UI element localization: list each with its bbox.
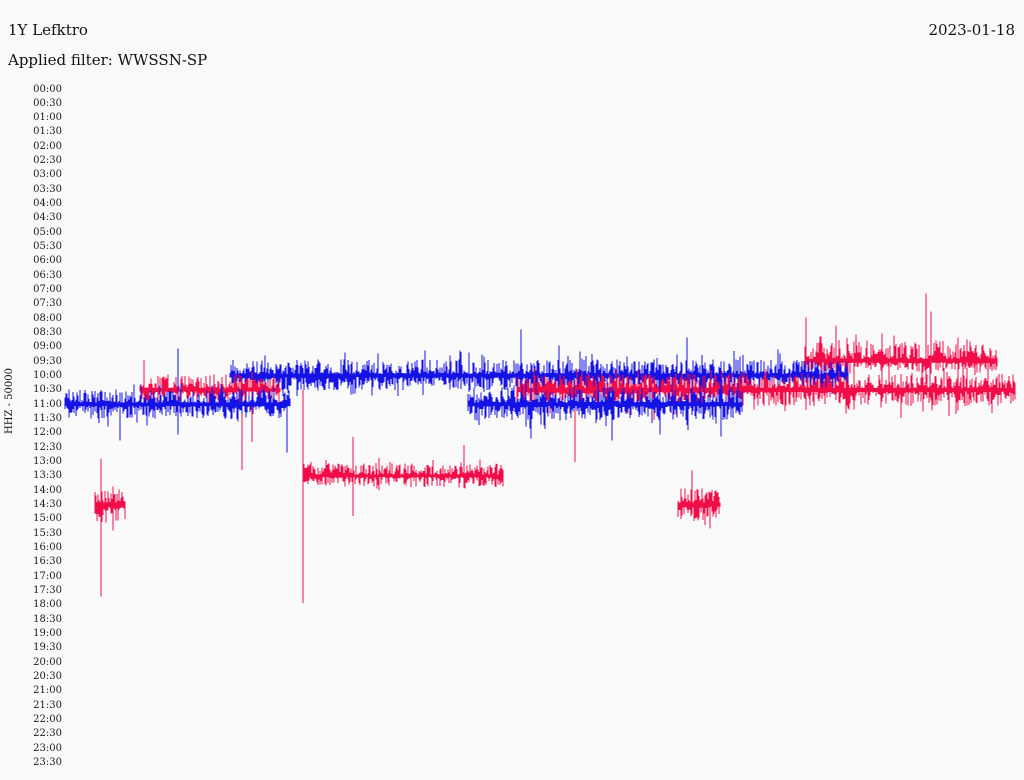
time-label-2130: 21:30 [33, 699, 62, 711]
time-label-2100: 21:00 [33, 685, 62, 697]
time-label-1630: 16:30 [33, 556, 62, 568]
time-label-2300: 23:00 [33, 742, 62, 754]
time-label-0230: 02:30 [33, 155, 62, 167]
time-label-1600: 16:00 [33, 542, 62, 554]
time-label-1030: 10:30 [33, 384, 62, 396]
time-label-0930: 09:30 [33, 355, 62, 367]
time-label-0100: 01:00 [33, 112, 62, 124]
time-label-2330: 23:30 [33, 757, 62, 768]
time-label-2230: 22:30 [33, 728, 62, 740]
time-label-0300: 03:00 [33, 169, 62, 181]
time-label-0000: 00:00 [33, 83, 62, 95]
time-label-1300: 13:00 [33, 456, 62, 468]
time-label-1000: 10:00 [33, 370, 62, 382]
time-label-0430: 04:30 [33, 212, 62, 224]
time-label-0600: 06:00 [33, 255, 62, 267]
time-label-1930: 19:30 [33, 642, 62, 654]
time-label-0530: 05:30 [33, 241, 62, 253]
time-label-1730: 17:30 [33, 585, 62, 597]
time-axis: 00:00 00:30 01:00 01:30 02:00 02:30 03:00 03:30… [0, 0, 62, 780]
time-label-1430: 14:30 [33, 499, 62, 511]
time-label-1130: 11:30 [33, 413, 62, 425]
time-label-2000: 20:00 [33, 656, 62, 668]
time-label-0030: 00:30 [33, 97, 62, 109]
time-label-0730: 07:30 [33, 298, 62, 310]
time-label-0800: 08:00 [33, 312, 62, 324]
time-label-0500: 05:00 [33, 226, 62, 238]
time-label-0700: 07:00 [33, 284, 62, 296]
time-label-1800: 18:00 [33, 599, 62, 611]
time-label-1100: 11:00 [33, 398, 62, 410]
time-label-0330: 03:30 [33, 183, 62, 195]
trace-row-1330 [302, 389, 504, 603]
station-title: 1Y Lefktro [8, 21, 88, 39]
trace-row-1100 [64, 348, 743, 453]
time-label-1500: 15:00 [33, 513, 62, 525]
time-label-0830: 08:30 [33, 327, 62, 339]
trace-row-0930 [804, 293, 998, 410]
time-label-0200: 02:00 [33, 140, 62, 152]
time-label-0130: 01:30 [33, 126, 62, 138]
trace-row-1430 [94, 458, 721, 597]
filter-label: Applied filter: WWSSN-SP [8, 51, 208, 69]
time-label-0400: 04:00 [33, 198, 62, 210]
time-label-1700: 17:00 [33, 570, 62, 582]
time-label-1530: 15:30 [33, 527, 62, 539]
time-label-1900: 19:00 [33, 628, 62, 640]
time-label-0630: 06:30 [33, 269, 62, 281]
time-label-1230: 12:30 [33, 441, 62, 453]
time-label-0900: 09:00 [33, 341, 62, 353]
time-label-2200: 22:00 [33, 714, 62, 726]
time-label-1200: 12:00 [33, 427, 62, 439]
time-label-1400: 14:00 [33, 484, 62, 496]
time-label-2030: 20:30 [33, 671, 62, 683]
time-label-1330: 13:30 [33, 470, 62, 482]
date-label: 2023-01-18 [928, 21, 1015, 39]
time-label-1830: 18:30 [33, 613, 62, 625]
